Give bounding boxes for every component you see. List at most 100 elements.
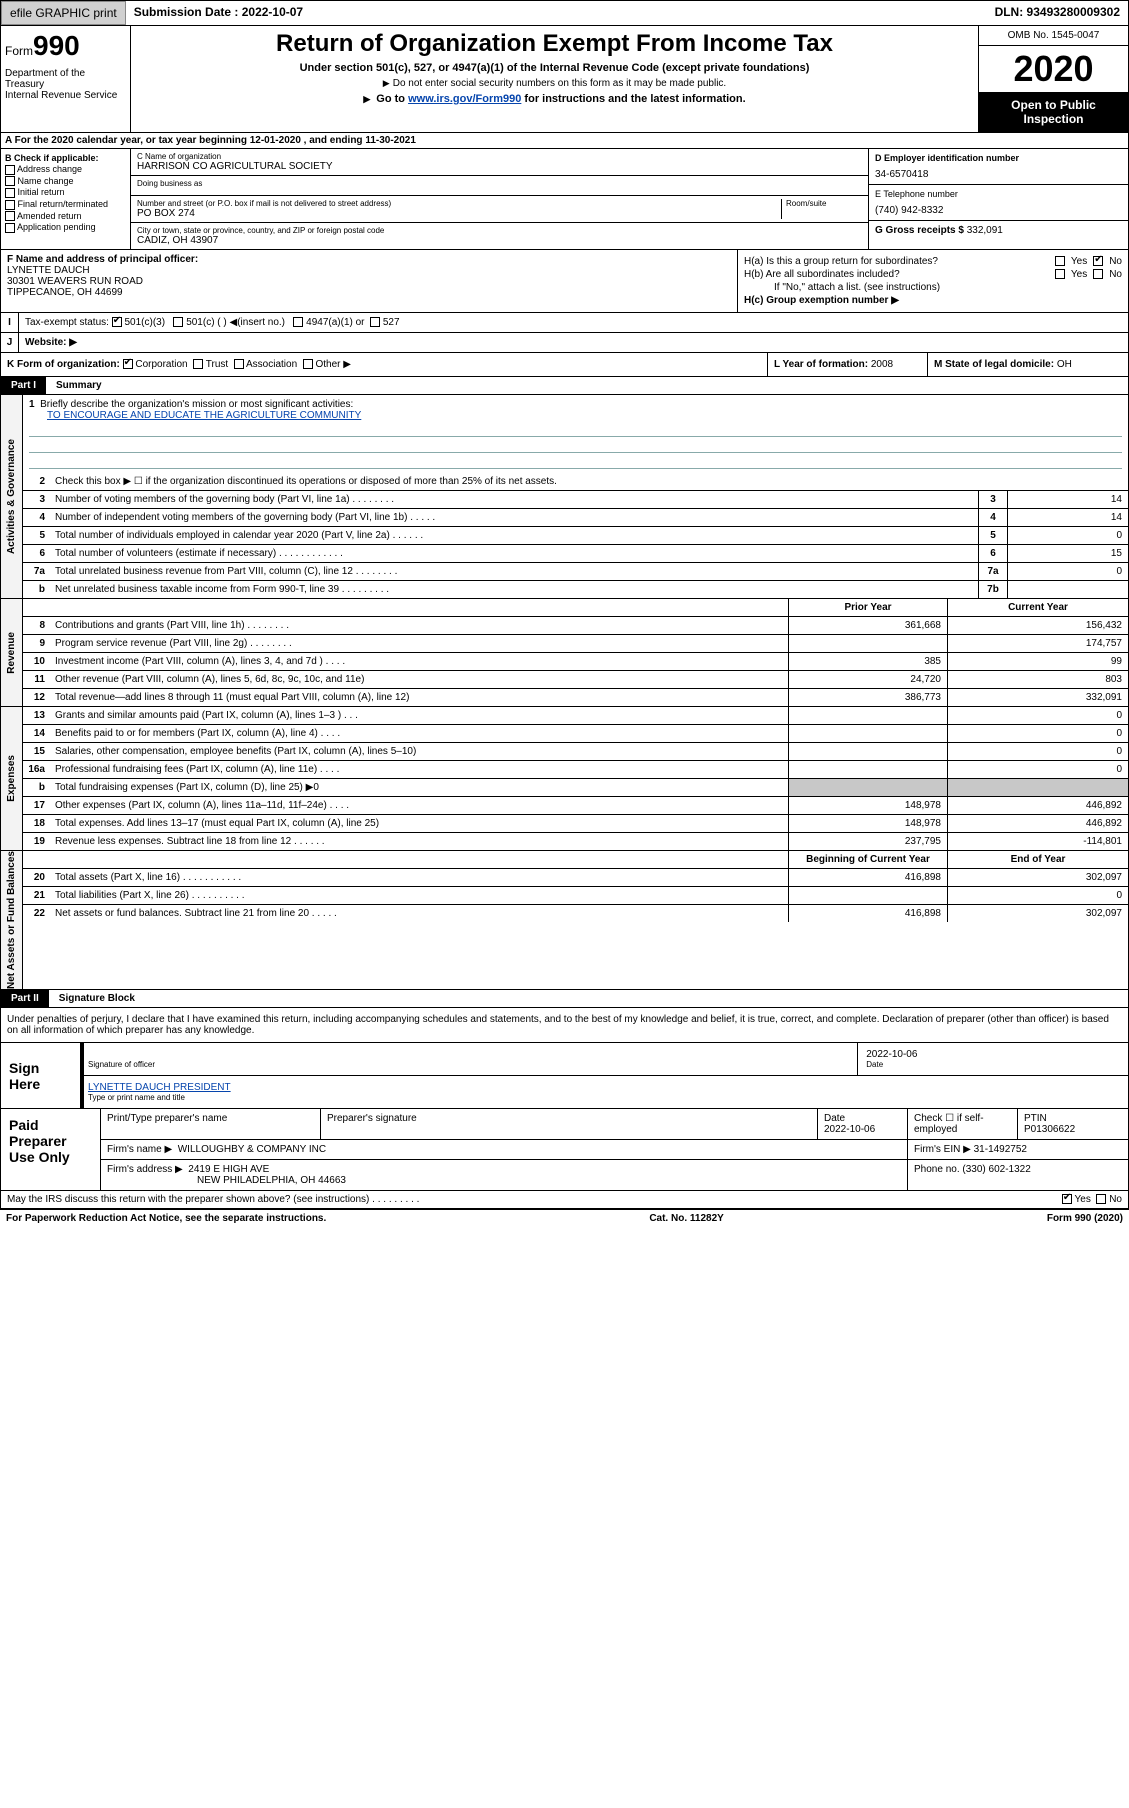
phone-value: (740) 942-8332	[875, 205, 1122, 216]
j-label: Website: ▶	[25, 337, 77, 348]
print-name-label: Type or print name and title	[88, 1093, 1120, 1102]
ein-label: D Employer identification number	[875, 153, 1122, 163]
form-title: Return of Organization Exempt From Incom…	[135, 30, 974, 58]
revenue-section: Revenue Prior Year Current Year 8Contrib…	[0, 599, 1129, 707]
section-h-group: H(a) Is this a group return for subordin…	[738, 250, 1128, 312]
part1-num: Part I	[1, 377, 46, 394]
city-state-zip: CADIZ, OH 43907	[137, 235, 862, 246]
gov-line-6: 6Total number of volunteers (estimate if…	[23, 545, 1128, 563]
form-header: Form990 Department of the Treasury Inter…	[0, 26, 1129, 133]
part1-title: Summary	[46, 377, 1128, 394]
section-b-checkboxes: B Check if applicable: Address change Na…	[1, 149, 131, 249]
ssn-note: Do not enter social security numbers on …	[135, 78, 974, 89]
klm-row: K Form of organization: Corporation Trus…	[0, 353, 1129, 377]
sign-here-block: Sign Here Signature of officer 2022-10-0…	[0, 1043, 1129, 1109]
chk-trust	[193, 359, 203, 369]
tab-net-assets: Net Assets or Fund Balances	[1, 851, 23, 989]
firm-ein-label: Firm's EIN ▶	[914, 1144, 971, 1155]
l-year-formation: L Year of formation: 2008	[768, 353, 928, 376]
mission-blank-3	[29, 455, 1122, 469]
submission-date-label: Submission Date : 2022-10-07	[126, 1, 311, 25]
form-ref: Form 990 (2020)	[1047, 1213, 1123, 1224]
top-bar: efile GRAPHIC print Submission Date : 20…	[0, 0, 1129, 26]
ptin-label: PTIN	[1024, 1113, 1122, 1124]
ha-yes-box	[1055, 256, 1065, 266]
officer-addr2: TIPPECANOE, OH 44699	[7, 287, 731, 298]
hdr-prior-year: Prior Year	[788, 599, 948, 616]
rev-line-9: 9Program service revenue (Part VIII, lin…	[23, 635, 1128, 653]
firm-phone-label: Phone no.	[914, 1164, 960, 1175]
hdr-begin-year: Beginning of Current Year	[788, 851, 948, 868]
efile-print-button[interactable]: efile GRAPHIC print	[1, 1, 126, 25]
city-label: City or town, state or province, country…	[137, 226, 862, 235]
rev-line-10: 10Investment income (Part VIII, column (…	[23, 653, 1128, 671]
part2-title: Signature Block	[49, 990, 1128, 1007]
gov-line-3: 3Number of voting members of the governi…	[23, 491, 1128, 509]
firm-addr1: 2419 E HIGH AVE	[188, 1164, 269, 1175]
tab-revenue: Revenue	[1, 599, 23, 706]
rev-line-11: 11Other revenue (Part VIII, column (A), …	[23, 671, 1128, 689]
net-line-21: 21Total liabilities (Part X, line 26) . …	[23, 887, 1128, 905]
prep-date: 2022-10-06	[824, 1124, 901, 1135]
public-inspection-badge: Open to Public Inspection	[979, 92, 1128, 132]
dba-label: Doing business as	[137, 179, 862, 188]
paperwork-notice: For Paperwork Reduction Act Notice, see …	[0, 1209, 1129, 1227]
form990-link[interactable]: www.irs.gov/Form990	[408, 93, 521, 105]
row-i-marker: I	[1, 313, 19, 332]
mission-text: TO ENCOURAGE AND EDUCATE THE AGRICULTURE…	[47, 410, 1122, 421]
discuss-no-box	[1096, 1194, 1106, 1204]
gov-line-5: 5Total number of individuals employed in…	[23, 527, 1128, 545]
hb-no-box	[1093, 269, 1103, 279]
ptin-value: P01306622	[1024, 1124, 1122, 1135]
paid-preparer-block: Paid Preparer Use Only Print/Type prepar…	[0, 1109, 1129, 1191]
chk-assoc	[234, 359, 244, 369]
preparer-sig-label: Preparer's signature	[327, 1113, 811, 1124]
chk-527	[370, 317, 380, 327]
section-c-name-address: C Name of organization HARRISON CO AGRIC…	[131, 149, 868, 249]
form-word: Form	[5, 44, 33, 58]
part2-header: Part II Signature Block	[0, 990, 1129, 1008]
perjury-text: Under penalties of perjury, I declare th…	[0, 1008, 1129, 1043]
chk-name-change: Name change	[5, 176, 126, 187]
form-title-block: Return of Organization Exempt From Incom…	[131, 26, 978, 132]
firm-ein: 31-1492752	[974, 1144, 1027, 1155]
governance-section: Activities & Governance 1 Briefly descri…	[0, 395, 1129, 599]
officer-addr1: 30301 WEAVERS RUN ROAD	[7, 276, 731, 287]
discuss-row: May the IRS discuss this return with the…	[0, 1191, 1129, 1209]
exp-line-17: 17Other expenses (Part IX, column (A), l…	[23, 797, 1128, 815]
mission-blank-2	[29, 439, 1122, 453]
omb-number: OMB No. 1545-0047	[979, 26, 1128, 46]
firm-phone: (330) 602-1322	[962, 1164, 1030, 1175]
part2-num: Part II	[1, 990, 49, 1007]
chk-corp	[123, 359, 133, 369]
paid-preparer-label: Paid Preparer Use Only	[1, 1109, 101, 1190]
hb-note: If "No," attach a list. (see instruction…	[744, 282, 1122, 293]
sig-date: 2022-10-06	[866, 1049, 1120, 1060]
tax-status-row: I Tax-exempt status: 501(c)(3) 501(c) ( …	[0, 313, 1129, 333]
firm-addr-label: Firm's address ▶	[107, 1164, 183, 1175]
room-label: Room/suite	[786, 199, 862, 208]
chk-amended-return: Amended return	[5, 211, 126, 222]
sig-officer-label: Signature of officer	[88, 1060, 849, 1069]
self-employed-label: Check ☐ if self-employed	[914, 1113, 1011, 1135]
ha-no-box	[1093, 256, 1103, 266]
exp-line-19: 19Revenue less expenses. Subtract line 1…	[23, 833, 1128, 850]
exp-line-16a: 16aProfessional fundraising fees (Part I…	[23, 761, 1128, 779]
f-label: F Name and address of principal officer:	[7, 254, 198, 265]
hb-yes-box	[1055, 269, 1065, 279]
street-address: PO BOX 274	[137, 208, 777, 219]
goto-post: for instructions and the latest informat…	[521, 93, 745, 105]
exp-line-b: bTotal fundraising expenses (Part IX, co…	[23, 779, 1128, 797]
entity-block: B Check if applicable: Address change Na…	[0, 149, 1129, 250]
section-f-officer: F Name and address of principal officer:…	[1, 250, 738, 312]
l2-text: Check this box ▶ ☐ if the organization d…	[51, 473, 1128, 490]
expenses-section: Expenses 13Grants and similar amounts pa…	[0, 707, 1129, 851]
goto-pre: Go to	[376, 93, 408, 105]
chk-final-return: Final return/terminated	[5, 199, 126, 210]
ha-label: H(a) Is this a group return for subordin…	[744, 256, 938, 267]
officer-group-block: F Name and address of principal officer:…	[0, 250, 1129, 313]
cat-no: Cat. No. 11282Y	[649, 1213, 723, 1224]
hb-label: H(b) Are all subordinates included?	[744, 269, 900, 280]
tax-period-row: A For the 2020 calendar year, or tax yea…	[0, 133, 1129, 149]
chk-address-change: Address change	[5, 164, 126, 175]
